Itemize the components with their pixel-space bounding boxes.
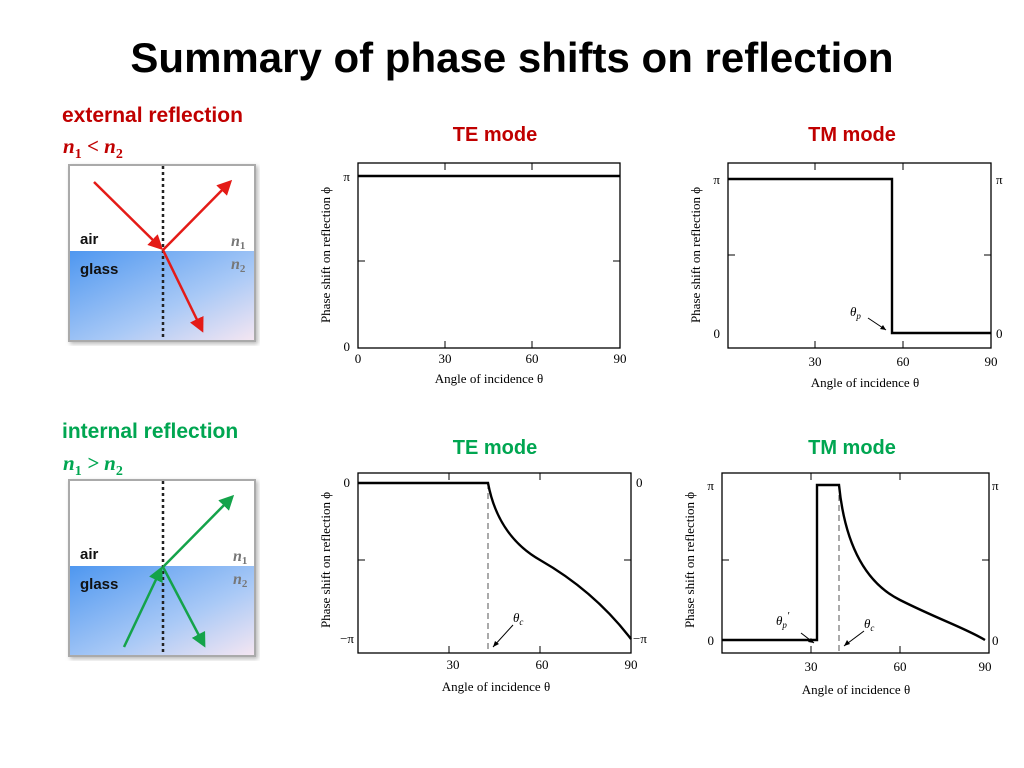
theta-c-label: θc	[513, 610, 523, 627]
series-line	[358, 481, 632, 640]
n2-label: n2	[233, 571, 248, 590]
y-tick-label: 0	[344, 475, 351, 490]
chart-internal-te: Phase shift on reflection ϕ 30 60 90 0 −…	[318, 472, 647, 694]
y-tick-label: π	[713, 172, 720, 187]
x-axis-label: Angle of incidence θ	[442, 679, 550, 694]
y-tick-label-right: π	[996, 172, 1003, 187]
series-line	[722, 483, 986, 642]
internal-tm-mode-label: TM mode	[808, 437, 896, 459]
external-reflection-diagram: air glass n1 n2	[68, 164, 256, 342]
page-title: Summary of phase shifts on reflection	[130, 34, 894, 81]
reflected-ray	[162, 179, 233, 251]
y-tick-label: 0	[344, 339, 351, 354]
x-tick-label: 60	[526, 351, 539, 366]
internal-heading: internal reflection	[62, 420, 239, 443]
external-tm-mode-label: TM mode	[808, 124, 896, 146]
x-tick-label: 90	[614, 351, 627, 366]
air-label: air	[80, 231, 99, 248]
transmitted-ray	[162, 494, 235, 568]
x-axis-label: Angle of incidence θ	[435, 371, 543, 386]
x-tick-label: 0	[355, 351, 362, 366]
reflected-ray	[161, 566, 206, 648]
x-tick-label: 30	[447, 657, 460, 672]
y-tick-label: π	[343, 169, 350, 184]
external-condition: n1 < n2	[63, 134, 123, 163]
series-line	[728, 177, 991, 335]
n1-label: n1	[231, 233, 245, 252]
internal-condition: n1 > n2	[63, 451, 123, 480]
y-axis-label: Phase shift on reflection ϕ	[688, 187, 703, 323]
theta-p-prime-label: θp′	[776, 610, 790, 630]
plot-frame	[721, 472, 990, 654]
x-ticks	[357, 163, 620, 348]
n2-label: n2	[231, 256, 246, 275]
y-axis-label: Phase shift on reflection ϕ	[682, 492, 697, 628]
chart-internal-tm: Phase shift on reflection ϕ 30 60 90 0 π…	[682, 472, 999, 697]
y-tick-label: π	[707, 478, 714, 493]
x-tick-label: 30	[809, 354, 822, 369]
y-tick-label-right: π	[992, 478, 999, 493]
x-tick-label: 30	[439, 351, 452, 366]
x-tick-label: 30	[805, 659, 818, 674]
x-tick-label: 60	[894, 659, 907, 674]
glass-label: glass	[80, 261, 118, 278]
y-axis-label: Phase shift on reflection ϕ	[318, 187, 333, 323]
ticks	[728, 163, 991, 348]
x-axis-label: Angle of incidence θ	[802, 682, 910, 697]
external-heading: external reflection	[62, 104, 243, 127]
n1-label: n1	[233, 548, 247, 567]
incident-ray	[93, 181, 164, 251]
internal-te-mode-label: TE mode	[452, 437, 538, 459]
chart-external-te: Phase shift on reflection ϕ 0 30 60 90 0…	[318, 162, 627, 386]
y-tick-label: −π	[340, 631, 354, 646]
chart-external-tm: Phase shift on reflection ϕ 30 60 90 0 π…	[688, 162, 1003, 390]
x-axis-label: Angle of incidence θ	[811, 375, 919, 390]
y-tick-label: 0	[714, 326, 721, 341]
x-tick-label: 60	[897, 354, 910, 369]
plot-frame	[357, 472, 632, 654]
glass-region	[70, 251, 254, 340]
y-tick-label-right: 0	[636, 475, 643, 490]
y-tick-label-right: 0	[992, 633, 999, 648]
x-tick-label: 90	[985, 354, 998, 369]
theta-c-label: θc	[864, 616, 874, 633]
plot-frame	[357, 162, 621, 349]
transmitted-ray	[161, 249, 204, 333]
theta-p-label: θp	[850, 304, 861, 321]
x-tick-label: 90	[625, 657, 638, 672]
ticks	[358, 473, 631, 653]
y-tick-label-right: 0	[996, 326, 1003, 341]
y-axis-label: Phase shift on reflection ϕ	[318, 492, 333, 628]
x-tick-label: 60	[536, 657, 549, 672]
x-tick-label: 90	[979, 659, 992, 674]
external-te-mode-label: TE mode	[452, 124, 538, 146]
internal-reflection-diagram: air glass n1 n2	[68, 479, 256, 657]
air-label: air	[80, 546, 99, 563]
glass-label: glass	[80, 576, 118, 593]
ticks	[722, 473, 989, 653]
y-tick-label-right: −π	[633, 631, 647, 646]
y-tick-label: 0	[708, 633, 715, 648]
incident-ray	[122, 566, 163, 648]
